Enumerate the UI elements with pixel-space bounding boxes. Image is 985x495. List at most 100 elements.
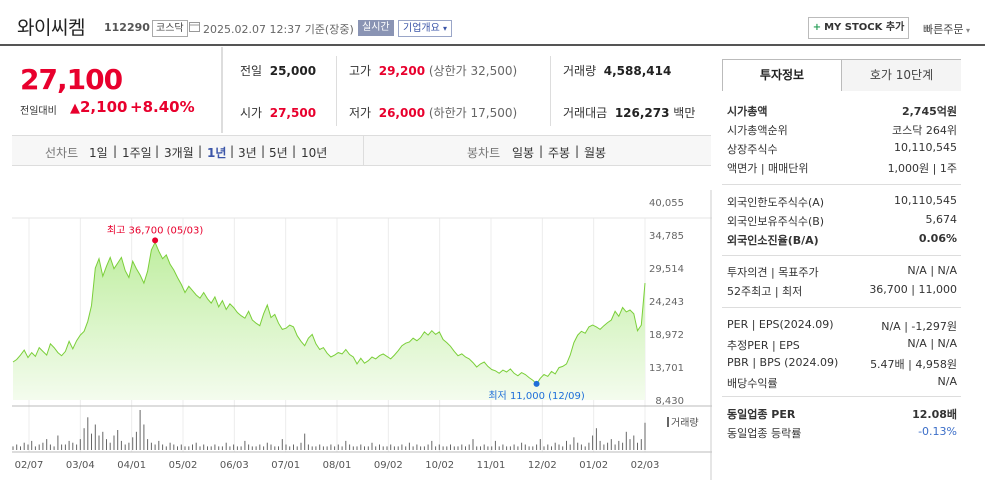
price-chart: 40,055 34,785 29,514 24,243 18,972 13,701 8,43… (12, 190, 712, 480)
tab-orderbook-10[interactable]: 호가 10단계 (842, 60, 961, 91)
datetime-text: 2025.02.07 12:37 (203, 23, 302, 36)
panel-tabs: 투자정보 호가 10단계 (722, 59, 961, 91)
invest-info-row: 동일업종 PER 12.08배 (727, 404, 957, 422)
x-tick-label: 10/02 (425, 460, 454, 471)
chevron-down-icon: ▾ (443, 24, 448, 33)
invest-info-label[interactable]: PBR | BPS (2024.09) (727, 356, 839, 369)
y-tick-label: 29,514 (649, 264, 684, 275)
volume: 거래량 4,588,414 (563, 62, 671, 79)
low-price: 저가 26,000 (하한가 17,500) (349, 104, 517, 121)
separator: | (113, 144, 118, 158)
invest-info-label[interactable]: 시가총액순위 (727, 124, 788, 137)
period-10y[interactable]: 10년 (301, 146, 328, 160)
candle-weekly[interactable]: 주봉 (548, 146, 571, 160)
invest-info-row: 배당수익률 N/A (727, 373, 957, 391)
invest-info-value: 코스닥 264위 (892, 124, 957, 137)
period-5y[interactable]: 5년 (269, 146, 288, 160)
quote-datetime: 2025.02.07 12:37 기준(장중) (203, 21, 354, 37)
change-value: 2,100 (80, 98, 128, 116)
chevron-down-icon: ▾ (963, 26, 971, 35)
open-price: 시가 27,500 (240, 104, 316, 121)
corp-info-label: 기업개요 (403, 23, 440, 34)
change-percent: +8.40% (130, 98, 195, 116)
realtime-badge[interactable]: 실시간 (358, 20, 394, 36)
y-tick-label: 13,701 (649, 363, 684, 374)
volume-bars: 거래량 (12, 410, 699, 450)
x-axis-ticks: 02/07 03/04 04/01 05/02 06/03 07/01 08/01 09/02… (15, 460, 660, 471)
invest-info-value: 0.06% (918, 232, 957, 245)
invest-info-label[interactable]: 배당수익률 (727, 377, 778, 390)
volume-legend-swatch (667, 417, 669, 427)
invest-info-label[interactable]: 외국인소진율(B/A) (727, 234, 819, 247)
invest-info-value: -0.13% (918, 425, 957, 438)
tab-invest-info[interactable]: 투자정보 (723, 60, 842, 91)
invest-info-label[interactable]: 투자의견 | 목표주가 (727, 266, 819, 279)
candle-monthly[interactable]: 월봉 (584, 146, 607, 160)
upper-limit: (상한가 32,500) (428, 64, 518, 78)
separator: | (230, 144, 235, 158)
invest-info-label[interactable]: 외국인한도주식수(A) (727, 196, 825, 209)
invest-info-label[interactable]: 외국인보유주식수(B) (727, 215, 825, 228)
invest-info-value: N/A (937, 375, 957, 388)
y-axis-ticks: 40,055 34,785 29,514 24,243 18,972 13,701 8,43… (649, 198, 684, 407)
period-3y[interactable]: 3년 (238, 146, 257, 160)
up-triangle-icon: ▲ (70, 101, 80, 116)
trade-amount: 거래대금 126,273 백만 (563, 104, 695, 121)
y-tick-label: 40,055 (649, 198, 684, 209)
period-1d[interactable]: 1일 (89, 146, 108, 160)
y-tick-label: 8,430 (655, 396, 684, 407)
candle-daily[interactable]: 일봉 (512, 146, 535, 160)
invest-info-value: 1,000원 | 1주 (887, 162, 957, 175)
corp-info-dropdown[interactable]: 기업개요 ▾ (398, 20, 453, 37)
quick-order-button[interactable]: 빠른주문 ▾ (923, 21, 970, 37)
price-change: ▲2,100 (70, 98, 127, 116)
invest-info-value: 10,110,545 (894, 194, 957, 207)
invest-info-value: 10,110,545 (894, 141, 957, 154)
mystock-label: MY STOCK 추가 (824, 22, 905, 33)
invest-info-row: 액면가 | 매매단위 1,000원 | 1주 (727, 158, 957, 176)
line-chart-label: 선차트 (45, 146, 79, 160)
period-toolbar: 선차트 1일 | 1주일 | 3개월 | 1년 | 3년 | 5년 | 10년 … (12, 135, 711, 166)
invest-info-value: 2,745억원 (901, 105, 957, 118)
stock-name: 와이씨켐 (17, 17, 85, 39)
open-label: 시가 (240, 106, 263, 120)
invest-info-row: 52주최고 | 최저 36,700 | 11,000 (727, 281, 957, 299)
period-1y[interactable]: 1년 (207, 146, 227, 160)
invest-info-label[interactable]: 52주최고 | 최저 (727, 285, 803, 298)
quick-order-label: 빠른주문 (923, 23, 964, 36)
x-tick-label: 06/03 (220, 460, 249, 471)
panel-divider (722, 184, 961, 185)
mystock-add-button[interactable]: + MY STOCK 추가 (808, 17, 909, 39)
invest-info-label[interactable]: PER | EPS(2024.09) (727, 318, 834, 331)
invest-info-label[interactable]: 추정PER | EPS (727, 339, 800, 352)
max-label: 최고 36,700 (05/03) (107, 224, 203, 236)
x-tick-label: 03/04 (66, 460, 95, 471)
high-value: 29,200 (378, 64, 426, 78)
low-label: 저가 (349, 106, 372, 120)
invest-info-row: PBR | BPS (2024.09) 5.47배 | 4,958원 (727, 354, 957, 372)
invest-info-label[interactable]: 시가총액 (727, 105, 768, 118)
calendar-icon (189, 22, 200, 32)
prev-close: 전일 25,000 (240, 62, 316, 79)
invest-info-label[interactable]: 동일업종 PER (727, 408, 796, 421)
invest-info-value: N/A | -1,297원 (881, 320, 957, 333)
separator: | (292, 144, 297, 158)
low-value: 26,000 (378, 106, 426, 120)
high-price: 고가 29,200 (상한가 32,500) (349, 62, 517, 79)
lower-limit: (하한가 17,500) (428, 106, 518, 120)
invest-info-value: 5,674 (925, 213, 958, 226)
period-1w[interactable]: 1주일 (122, 146, 152, 160)
invest-info-label[interactable]: 상장주식수 (727, 143, 778, 156)
amount-value: 126,273 (614, 106, 670, 120)
price-summary: 27,100 전일대비 ▲2,100 +8.40% (12, 47, 222, 133)
x-tick-label: 08/01 (323, 460, 352, 471)
invest-info-label[interactable]: 액면가 | 매매단위 (727, 162, 809, 175)
amount-label: 거래대금 (563, 106, 608, 120)
separator: | (155, 144, 160, 158)
period-3m[interactable]: 3개월 (164, 146, 194, 160)
current-price: 27,100 (20, 63, 123, 96)
separator: | (575, 144, 580, 158)
divider (336, 56, 337, 126)
invest-info-label[interactable]: 동일업종 등락률 (727, 427, 802, 440)
